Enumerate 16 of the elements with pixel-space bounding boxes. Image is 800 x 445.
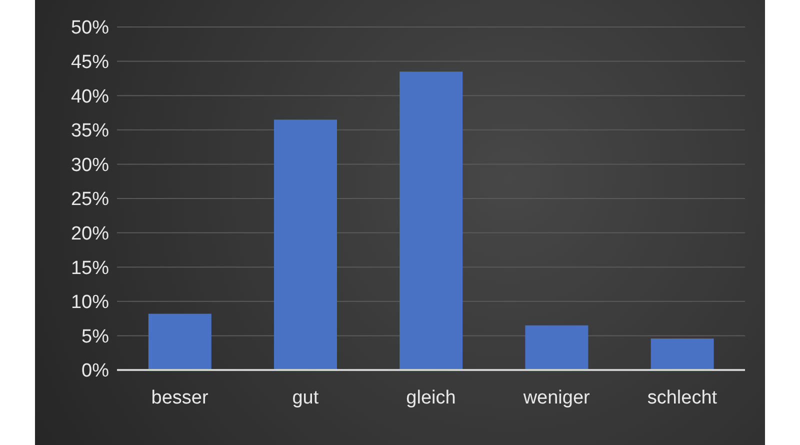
y-tick-label: 45% xyxy=(70,52,110,74)
y-tick-label: 50% xyxy=(70,18,110,39)
y-tick-label: 15% xyxy=(70,258,110,279)
y-tick-label: 30% xyxy=(70,154,110,176)
y-tick-label: 25% xyxy=(70,189,110,210)
y-tick-label: 35% xyxy=(70,120,110,142)
x-tick-label: weniger xyxy=(522,387,591,408)
y-tick-label: 0% xyxy=(82,360,110,382)
y-tick-label: 10% xyxy=(70,292,110,314)
x-tick-label: gut xyxy=(292,387,320,408)
y-tick-label: 40% xyxy=(70,86,110,108)
x-tick-label: besser xyxy=(151,387,209,408)
y-tick-label: 20% xyxy=(70,224,110,245)
x-tick-label: schlecht xyxy=(647,387,718,408)
y-tick-label: 5% xyxy=(82,326,110,348)
x-tick-label: gleich xyxy=(406,387,456,408)
